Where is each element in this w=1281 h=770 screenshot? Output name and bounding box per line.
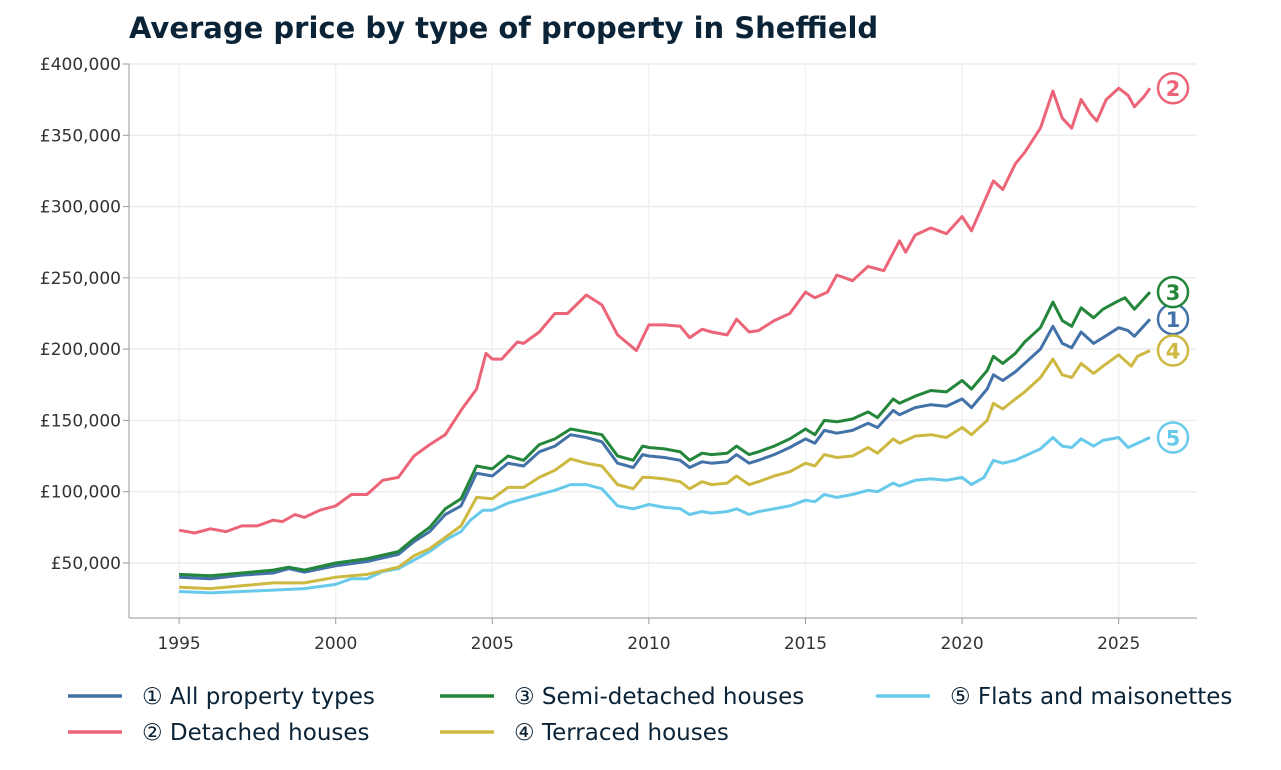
end-label-number: 3 [1166, 281, 1181, 305]
end-label-2: 2 [1156, 71, 1190, 105]
axes: £50,000 £100,000 £150,000 £200,000 £250,000 £… [40, 55, 1197, 654]
end-label-circle [1156, 421, 1190, 454]
x-tick-label: 2010 [627, 634, 670, 654]
legend-label: ④ Terraced houses [514, 720, 729, 746]
legend-label: ⑤ Flats and maisonettes [950, 684, 1232, 710]
x-tick-label: 2015 [784, 634, 827, 654]
series-line-5 [179, 436, 1151, 595]
legend-label: ① All property types [142, 684, 375, 710]
legend-label: ② Detached houses [142, 720, 370, 746]
end-label-circle [1156, 71, 1190, 105]
legend-item-2: ② Detached houses [68, 720, 370, 746]
y-tick-label: £400,000 [40, 55, 121, 75]
legend-label: ③ Semi-detached houses [514, 684, 804, 710]
end-label-5: 5 [1156, 421, 1190, 454]
grid [129, 63, 1197, 618]
series-line-1 [179, 318, 1152, 581]
end-labels: 1 2 3 4 5 [1156, 71, 1190, 454]
y-tick-label: £350,000 [40, 126, 121, 146]
end-label-4: 4 [1156, 334, 1190, 367]
legend-item-4: ④ Terraced houses [440, 720, 729, 746]
legend-item-3: ③ Semi-detached houses [440, 684, 804, 710]
y-tick-label: £250,000 [40, 269, 121, 289]
series-line-3 [179, 291, 1152, 578]
end-label-1: 1 [1156, 302, 1190, 336]
x-tick-label: 2020 [940, 634, 983, 654]
y-tick-label: £50,000 [51, 554, 121, 574]
end-label-number: 2 [1166, 77, 1181, 101]
x-tick-label: 1995 [157, 634, 200, 654]
y-tick-label: £200,000 [40, 340, 121, 360]
legend: ① All property types ② Detached houses ③ S… [68, 684, 1232, 746]
x-tick-label: 2025 [1097, 634, 1140, 654]
legend-item-1: ① All property types [68, 684, 375, 710]
end-label-circle [1156, 275, 1190, 309]
y-tick-label: £300,000 [40, 198, 121, 218]
end-label-3: 3 [1156, 275, 1190, 309]
x-tick-label: 2005 [471, 634, 514, 654]
legend-item-5: ⑤ Flats and maisonettes [876, 684, 1232, 710]
y-tick-label: £100,000 [40, 483, 121, 503]
end-label-number: 1 [1166, 308, 1181, 332]
y-tick-label: £150,000 [40, 411, 121, 431]
x-tick-label: 2000 [314, 634, 357, 654]
series-line-2 [178, 86, 1152, 535]
end-label-circle [1156, 334, 1190, 367]
end-label-number: 5 [1166, 427, 1181, 451]
series-lines [178, 86, 1152, 595]
series-line-4 [179, 349, 1151, 591]
chart-title: Average price by type of property in She… [129, 11, 878, 45]
end-label-number: 4 [1166, 340, 1181, 364]
